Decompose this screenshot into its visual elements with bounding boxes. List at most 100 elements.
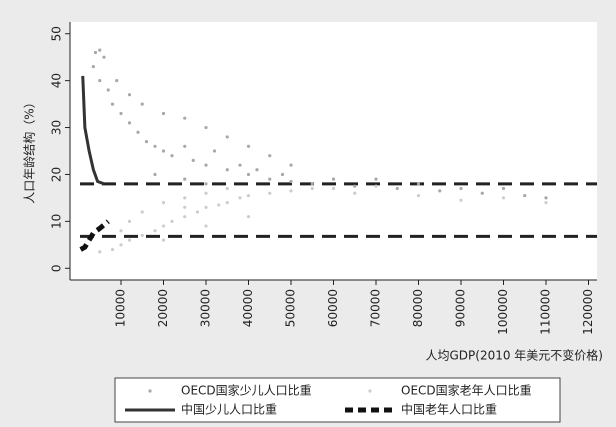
y-tick-label: 10 xyxy=(50,214,64,229)
data-point xyxy=(238,196,242,200)
data-point xyxy=(140,102,144,106)
y-tick-label: 20 xyxy=(50,167,64,182)
data-point xyxy=(310,182,314,186)
data-point xyxy=(289,163,293,167)
data-point xyxy=(144,140,149,144)
plot-area xyxy=(70,22,597,280)
data-point xyxy=(110,102,115,106)
data-point xyxy=(225,168,229,172)
data-point xyxy=(544,196,548,200)
data-point xyxy=(170,154,174,158)
data-point xyxy=(127,219,132,223)
data-point xyxy=(246,172,251,177)
data-point xyxy=(119,229,123,233)
data-point xyxy=(161,238,166,242)
data-point xyxy=(374,184,378,188)
data-point xyxy=(416,193,421,198)
x-tick-label: 80000 xyxy=(411,289,425,327)
data-point xyxy=(191,158,195,162)
data-point xyxy=(289,189,293,193)
data-point xyxy=(246,215,251,219)
x-tick-label: 120000 xyxy=(581,289,595,335)
x-tick-label: 40000 xyxy=(241,289,255,327)
data-point xyxy=(204,205,208,209)
y-tick-label: 0 xyxy=(50,264,64,272)
data-point xyxy=(268,154,272,158)
data-point xyxy=(204,163,208,167)
data-point xyxy=(161,149,166,153)
x-tick-label: 10000 xyxy=(114,289,128,327)
legend-box xyxy=(114,377,561,423)
data-point xyxy=(98,79,102,83)
legend-label: OECD国家老年人口比重 xyxy=(401,383,532,398)
x-tick-label: 110000 xyxy=(539,289,553,335)
data-point xyxy=(153,172,157,177)
data-point xyxy=(183,205,187,209)
data-point xyxy=(246,193,251,198)
data-point xyxy=(170,219,174,223)
x-axis-title: 人均GDP(2010 年美元不变价格) xyxy=(426,348,604,363)
data-point xyxy=(353,184,357,188)
data-point xyxy=(246,144,251,148)
data-point xyxy=(225,186,229,191)
data-point xyxy=(212,149,217,153)
data-point xyxy=(127,121,132,125)
legend-label: 中国老年人口比重 xyxy=(401,402,497,417)
x-tick-label: 70000 xyxy=(369,289,383,327)
data-point xyxy=(183,177,187,181)
legend-label: 中国少儿人口比重 xyxy=(181,402,277,417)
data-point xyxy=(119,243,123,247)
y-tick-label: 30 xyxy=(50,120,64,135)
y-tick-label: 50 xyxy=(50,26,64,41)
x-tick-label: 90000 xyxy=(454,289,468,327)
x-tick-label: 20000 xyxy=(156,289,170,327)
y-axis-title: 人口年龄结构（%） xyxy=(22,96,37,203)
data-point xyxy=(136,130,140,134)
data-point xyxy=(331,186,336,191)
data-point xyxy=(280,172,285,177)
data-point xyxy=(289,179,293,184)
data-point xyxy=(127,93,132,97)
data-point xyxy=(501,186,506,191)
data-point xyxy=(161,111,166,116)
legend-symbol xyxy=(368,389,372,393)
data-point xyxy=(204,125,208,130)
data-point xyxy=(225,201,229,205)
data-point xyxy=(127,238,132,242)
data-point xyxy=(102,55,106,59)
x-tick-label: 60000 xyxy=(326,289,340,327)
data-point xyxy=(225,135,229,139)
data-point xyxy=(140,210,144,214)
data-point xyxy=(331,177,336,181)
x-tick-label: 30000 xyxy=(199,289,213,327)
data-point xyxy=(161,224,166,228)
series-line xyxy=(79,219,110,252)
data-point xyxy=(217,203,221,207)
data-point xyxy=(459,186,463,191)
data-point xyxy=(161,201,166,205)
data-point xyxy=(98,250,102,254)
data-point xyxy=(523,193,527,198)
data-point xyxy=(110,247,115,252)
data-point xyxy=(204,191,208,195)
data-point xyxy=(268,177,272,181)
data-point xyxy=(119,111,123,116)
data-point xyxy=(153,229,157,233)
data-point xyxy=(195,210,200,214)
data-point xyxy=(204,182,208,186)
series-line xyxy=(81,75,105,186)
data-point xyxy=(459,198,463,202)
data-point xyxy=(238,163,242,167)
data-point xyxy=(183,144,187,148)
legend-label: OECD国家少儿人口比重 xyxy=(181,383,312,398)
x-tick-label: 100000 xyxy=(496,289,510,335)
data-point xyxy=(93,50,98,55)
data-point xyxy=(544,201,548,205)
y-tick-label: 40 xyxy=(50,73,64,88)
data-point xyxy=(115,79,119,83)
data-point xyxy=(310,186,314,191)
data-point xyxy=(98,48,102,52)
x-tick-label: 50000 xyxy=(284,289,298,327)
data-point xyxy=(183,196,187,200)
data-point xyxy=(153,144,157,148)
